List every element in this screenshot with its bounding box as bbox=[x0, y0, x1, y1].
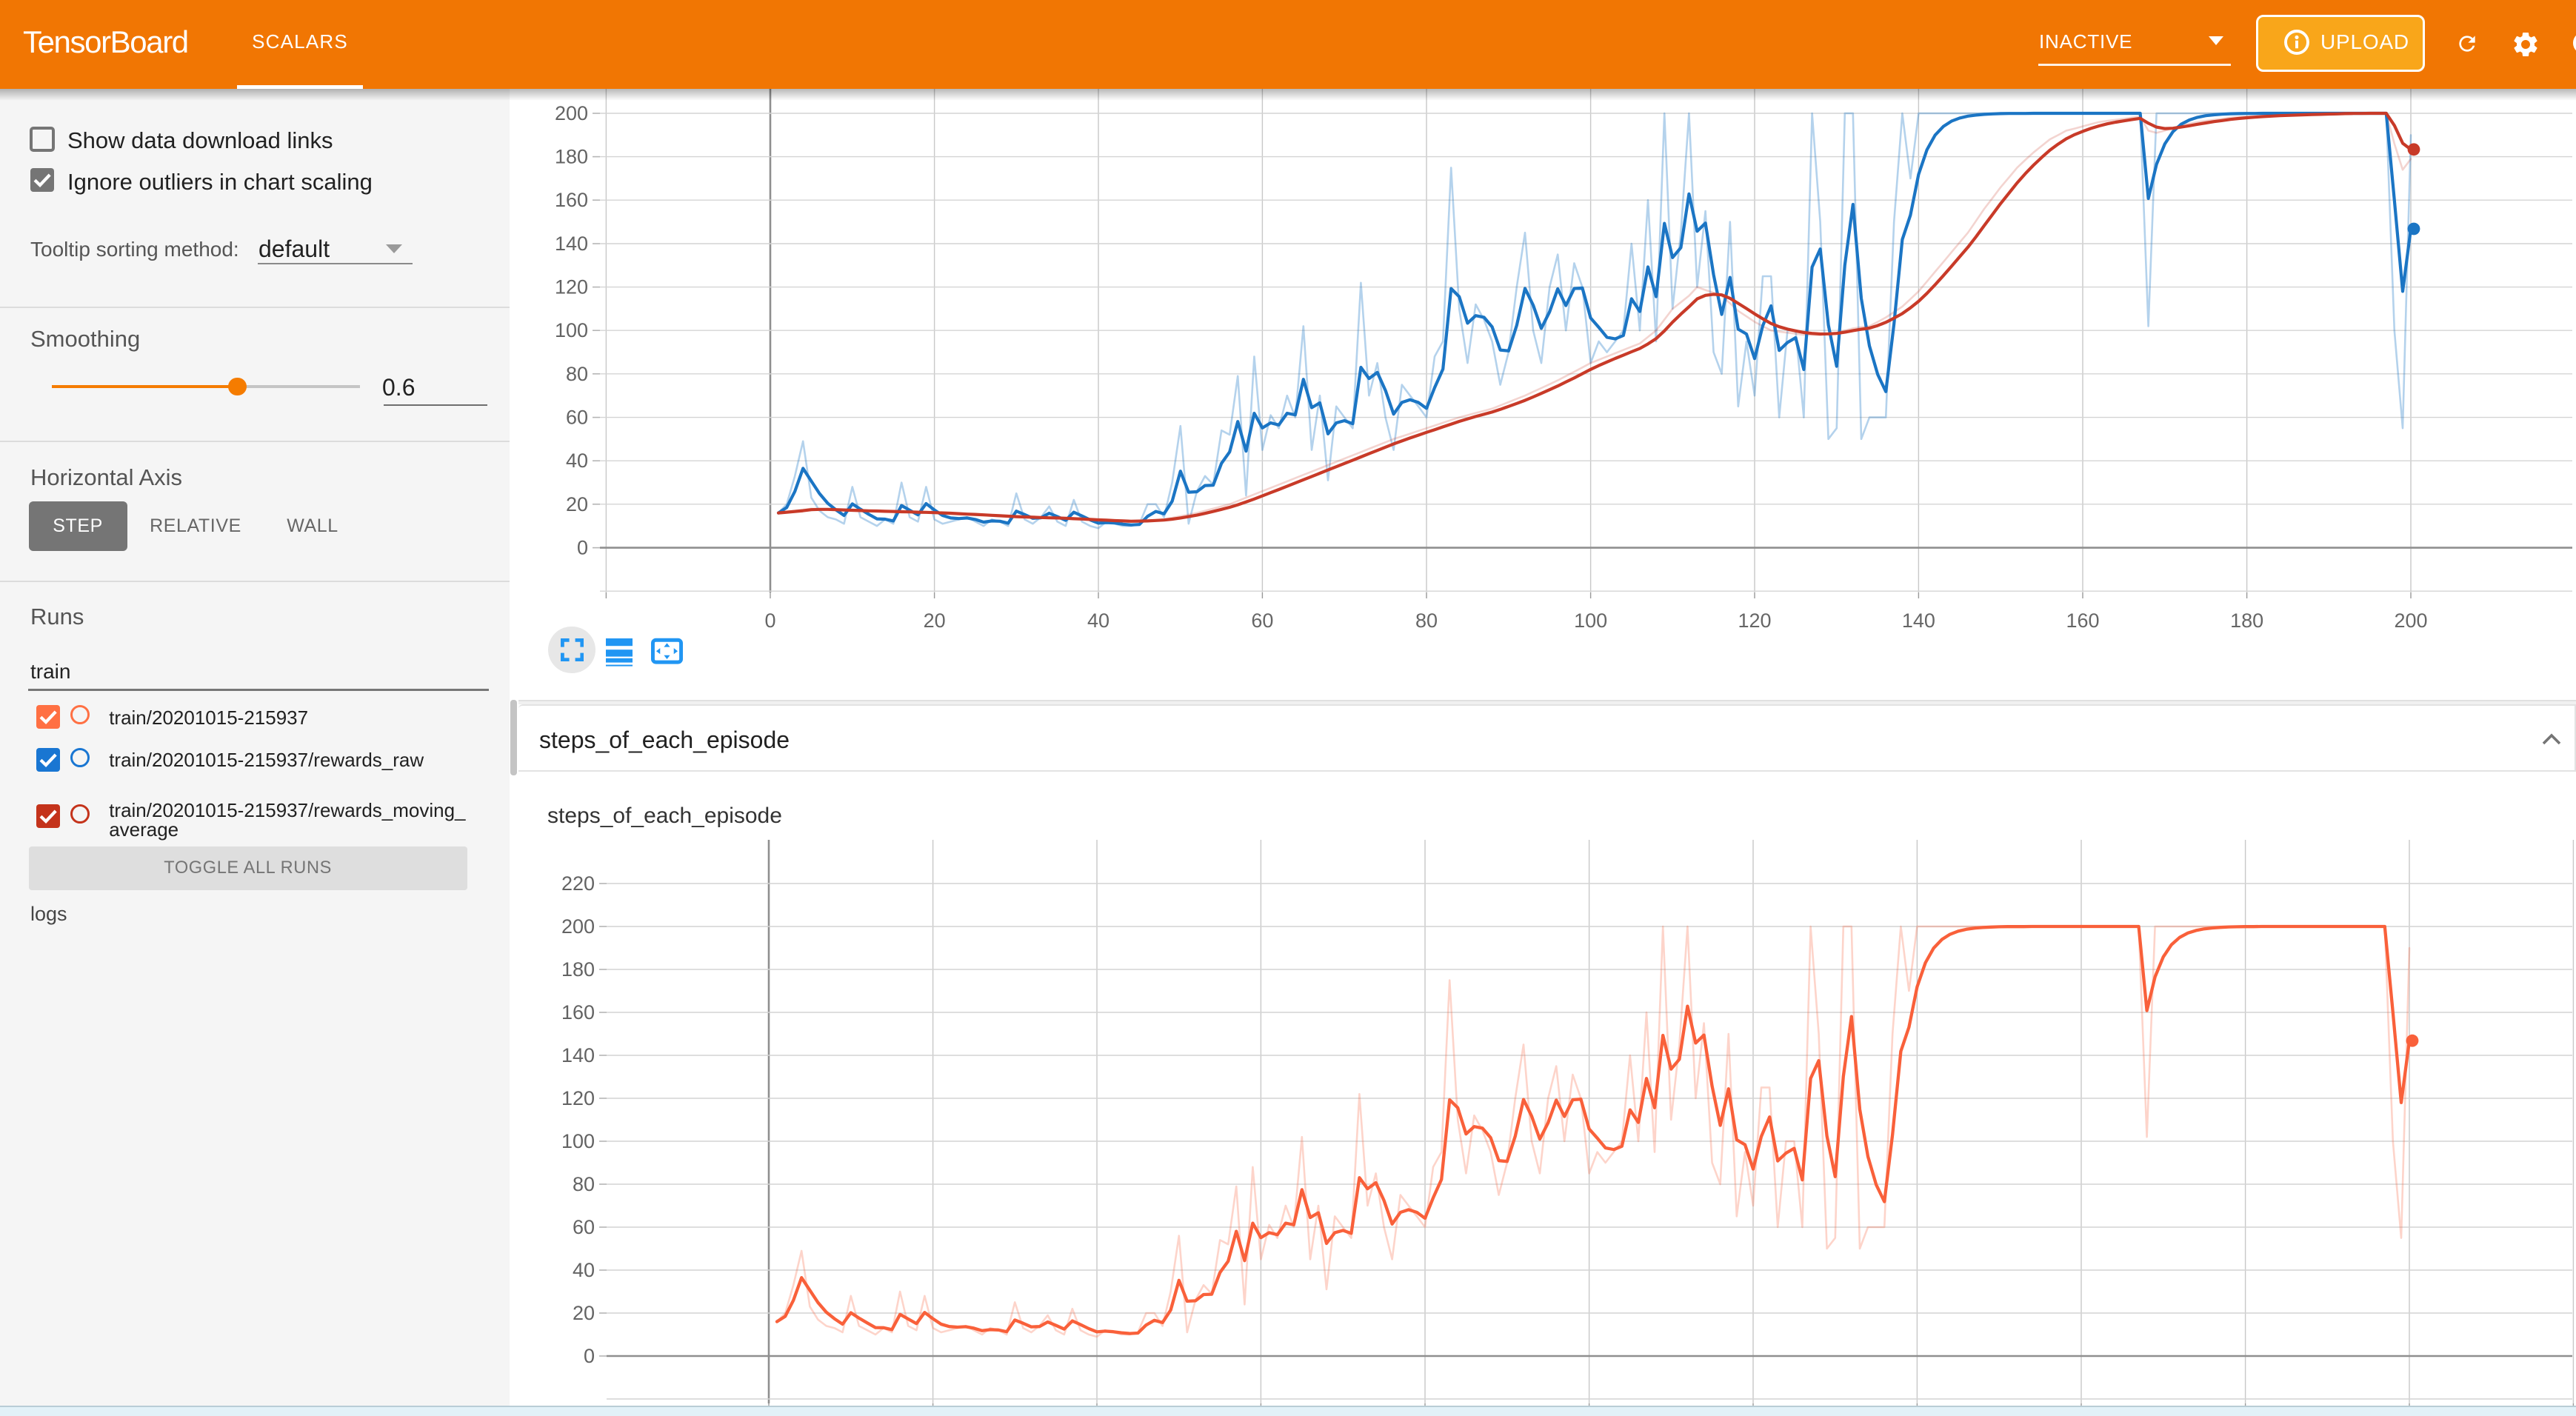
svg-text:40: 40 bbox=[566, 450, 588, 472]
svg-text:200: 200 bbox=[2394, 610, 2427, 632]
svg-text:180: 180 bbox=[2230, 610, 2263, 632]
svg-text:80: 80 bbox=[573, 1173, 595, 1195]
svg-text:200: 200 bbox=[555, 102, 588, 124]
svg-text:200: 200 bbox=[561, 915, 595, 938]
svg-text:80: 80 bbox=[566, 363, 588, 385]
svg-text:140: 140 bbox=[555, 233, 588, 255]
svg-text:100: 100 bbox=[555, 319, 588, 341]
svg-text:160: 160 bbox=[555, 189, 588, 211]
svg-text:120: 120 bbox=[1738, 610, 1771, 632]
svg-text:0: 0 bbox=[577, 536, 588, 558]
svg-text:80: 80 bbox=[1415, 610, 1438, 632]
svg-text:180: 180 bbox=[561, 958, 595, 981]
svg-text:120: 120 bbox=[555, 276, 588, 298]
svg-text:140: 140 bbox=[561, 1044, 595, 1066]
svg-text:100: 100 bbox=[1574, 610, 1607, 632]
svg-text:180: 180 bbox=[555, 146, 588, 168]
svg-text:120: 120 bbox=[561, 1087, 595, 1109]
svg-text:20: 20 bbox=[924, 610, 946, 632]
svg-text:20: 20 bbox=[566, 493, 588, 515]
svg-text:100: 100 bbox=[561, 1130, 595, 1152]
svg-text:40: 40 bbox=[1087, 610, 1110, 632]
svg-text:0: 0 bbox=[584, 1345, 595, 1367]
svg-text:160: 160 bbox=[2066, 610, 2099, 632]
svg-text:220: 220 bbox=[561, 872, 595, 895]
svg-text:0: 0 bbox=[764, 610, 775, 632]
svg-text:60: 60 bbox=[573, 1216, 595, 1238]
svg-text:160: 160 bbox=[561, 1001, 595, 1023]
svg-text:140: 140 bbox=[1902, 610, 1935, 632]
svg-text:60: 60 bbox=[566, 407, 588, 429]
svg-text:60: 60 bbox=[1251, 610, 1273, 632]
svg-text:20: 20 bbox=[573, 1302, 595, 1324]
svg-text:40: 40 bbox=[573, 1259, 595, 1281]
